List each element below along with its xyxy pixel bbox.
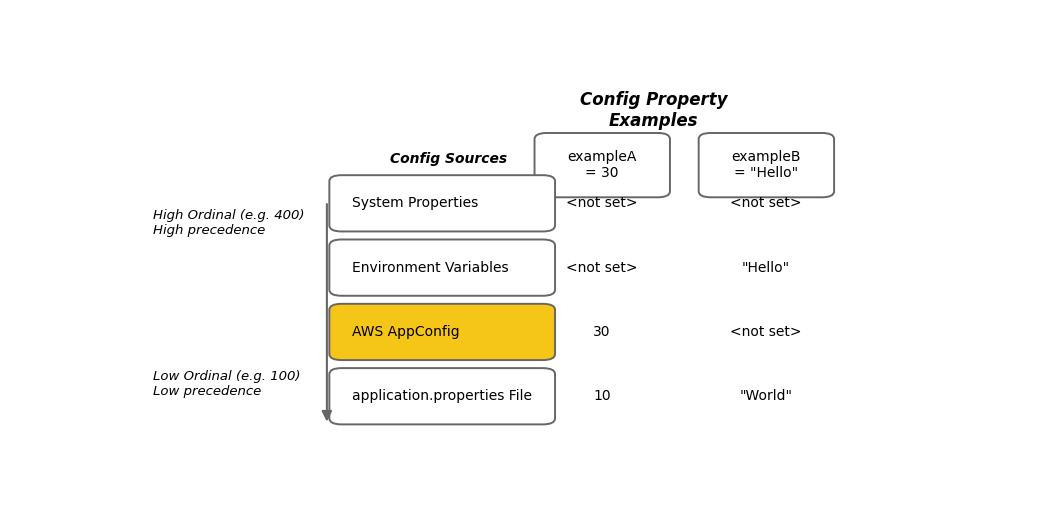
Text: Low Ordinal (e.g. 100)
Low precedence: Low Ordinal (e.g. 100) Low precedence: [152, 370, 301, 398]
Text: System Properties: System Properties: [352, 196, 478, 210]
Text: application.properties File: application.properties File: [352, 389, 532, 404]
Text: Config Property
Examples: Config Property Examples: [579, 91, 728, 130]
Text: "Hello": "Hello": [742, 260, 790, 275]
Text: <not set>: <not set>: [567, 260, 638, 275]
FancyBboxPatch shape: [535, 133, 670, 197]
Text: exampleA
= 30: exampleA = 30: [568, 150, 636, 180]
Text: Environment Variables: Environment Variables: [352, 260, 508, 275]
Text: AWS AppConfig: AWS AppConfig: [352, 325, 460, 339]
Text: <not set>: <not set>: [731, 196, 802, 210]
Text: <not set>: <not set>: [731, 325, 802, 339]
FancyBboxPatch shape: [329, 368, 555, 424]
Text: 10: 10: [593, 389, 611, 404]
FancyBboxPatch shape: [699, 133, 834, 197]
FancyBboxPatch shape: [329, 175, 555, 231]
Text: "World": "World": [739, 389, 792, 404]
Text: <not set>: <not set>: [567, 196, 638, 210]
Text: 30: 30: [593, 325, 611, 339]
FancyBboxPatch shape: [329, 240, 555, 296]
Text: High Ordinal (e.g. 400)
High precedence: High Ordinal (e.g. 400) High precedence: [152, 209, 304, 238]
Text: exampleB
= "Hello": exampleB = "Hello": [732, 150, 802, 180]
FancyBboxPatch shape: [329, 304, 555, 360]
Text: Config Sources: Config Sources: [390, 152, 507, 166]
